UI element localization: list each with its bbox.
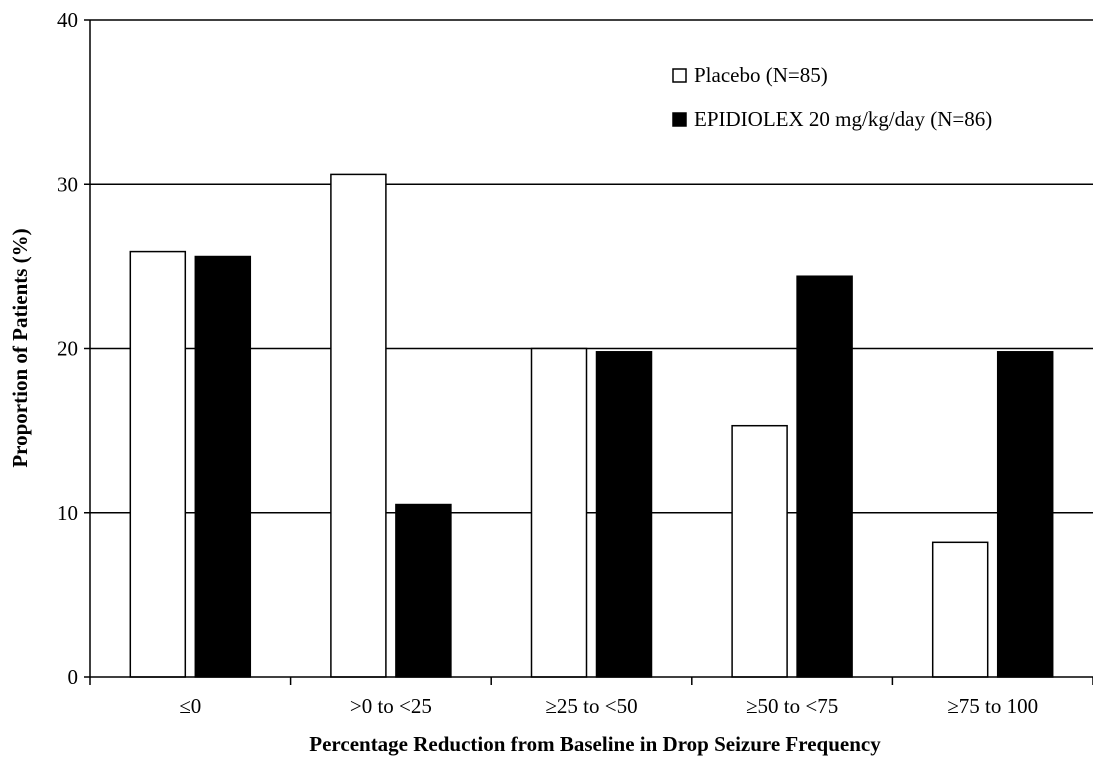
x-axis-title: Percentage Reduction from Baseline in Dr… [309,732,881,756]
legend-swatch-placebo [673,69,686,82]
bars [130,174,1052,677]
legend-label-placebo: Placebo (N=85) [694,63,828,87]
bar-epidiolex [195,257,250,677]
bar-epidiolex [797,276,852,677]
y-axis-title: Proportion of Patients (%) [8,228,32,467]
x-tick-label: ≥25 to <50 [545,694,637,718]
y-tick-label: 0 [68,665,79,689]
y-tick-label: 10 [57,501,78,525]
bar-placebo [331,174,386,677]
y-tick-label: 40 [57,8,78,32]
x-tick-label: >0 to <25 [350,694,432,718]
bar-epidiolex [998,352,1053,677]
bar-placebo [532,349,587,678]
bar-placebo [130,252,185,677]
legend: Placebo (N=85) EPIDIOLEX 20 mg/kg/day (N… [673,63,992,131]
legend-swatch-epidiolex [673,113,686,126]
y-tick-label: 30 [57,172,78,196]
x-tick-label: ≤0 [179,694,201,718]
bar-placebo [732,426,787,677]
bar-epidiolex [597,352,652,677]
y-tick-label: 20 [57,337,78,361]
bar-placebo [933,542,988,677]
x-tick-label: ≥75 to 100 [947,694,1038,718]
bar-epidiolex [396,505,451,677]
x-tick-label: ≥50 to <75 [746,694,838,718]
legend-label-epidiolex: EPIDIOLEX 20 mg/kg/day (N=86) [694,107,992,131]
